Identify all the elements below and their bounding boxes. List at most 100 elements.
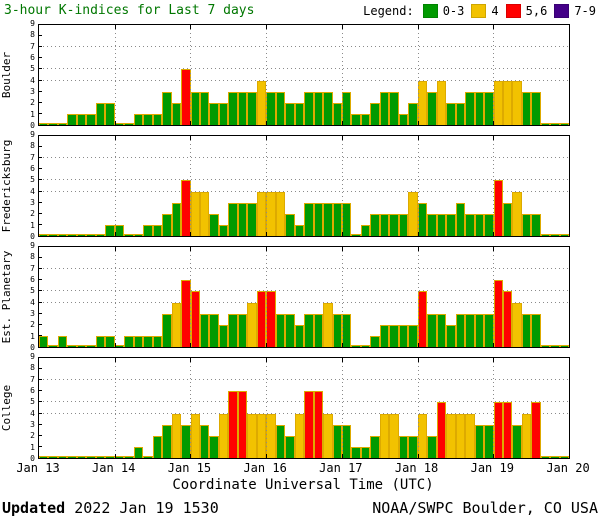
y-tick-mark	[39, 423, 42, 425]
y-tick-mark	[39, 79, 42, 81]
kindex-bar	[57, 123, 68, 125]
kindex-bar	[436, 402, 447, 458]
y-tick-label: 4	[30, 75, 35, 85]
day-tick	[341, 358, 343, 362]
kindex-bar	[484, 313, 494, 347]
v-gridline	[190, 25, 192, 125]
y-tick-label: 6	[30, 53, 35, 63]
chart-footer: Updated 2022 Jan 19 1530 NOAA/SWPC Bould…	[0, 493, 600, 517]
kindex-bar	[323, 91, 333, 125]
v-gridline	[417, 25, 419, 125]
bars-Est. Planetary	[39, 247, 570, 347]
kindex-bar	[313, 313, 324, 347]
kindex-bar	[95, 102, 106, 125]
kindex-bar	[502, 80, 513, 125]
kindex-bar	[199, 91, 210, 125]
kindex-bar	[86, 345, 96, 347]
day-tick	[417, 343, 419, 347]
v-gridline	[341, 247, 343, 347]
kindex-bar	[427, 313, 437, 347]
kindex-bar	[474, 91, 485, 125]
kindex-bar	[389, 324, 399, 347]
day-tick	[493, 454, 495, 458]
kindex-bar	[521, 413, 532, 458]
day-tick	[493, 358, 495, 362]
y-tick-label: 8	[30, 141, 35, 151]
y-tick-mark	[39, 46, 42, 48]
kindex-bar	[465, 313, 475, 347]
legend-item-7-9: 7-9	[554, 4, 596, 18]
v-gridline	[493, 136, 495, 236]
kindex-bar	[162, 424, 172, 458]
v-gridline	[114, 358, 116, 458]
kindex-bar	[323, 413, 333, 458]
h-gridline	[39, 412, 569, 414]
kindex-bar	[95, 335, 106, 347]
v-gridline	[190, 247, 192, 347]
y-axis-Est. Planetary: Est. Planetary 0 1 2 3 4 5 6 7 8 9	[0, 242, 38, 352]
kindex-bar	[86, 113, 96, 125]
day-tick	[114, 343, 116, 347]
kindex-bar	[427, 213, 437, 236]
v-gridline	[341, 358, 343, 458]
kindex-bar	[275, 424, 286, 458]
day-tick	[114, 121, 116, 125]
kindex-bar	[190, 291, 200, 347]
y-tick-label: 8	[30, 30, 35, 40]
kindex-bar	[446, 413, 456, 458]
kindex-bar	[389, 213, 399, 236]
kindex-bar	[313, 202, 324, 236]
day-tick	[341, 25, 343, 29]
y-tick-mark	[39, 68, 42, 70]
y-tick-mark	[39, 146, 42, 148]
kindex-bar	[502, 202, 513, 236]
y-tick-mark	[39, 257, 42, 259]
y-tick-label: 1	[30, 220, 35, 230]
day-tick	[114, 247, 116, 251]
day-tick	[417, 232, 419, 236]
kindex-bar	[550, 345, 560, 347]
station-label: College	[0, 384, 13, 432]
kindex-bar	[143, 335, 153, 347]
y-tick-label: 3	[30, 420, 35, 430]
day-tick	[266, 454, 268, 458]
y-tick-label: 1	[30, 331, 35, 341]
kindex-bar	[39, 123, 49, 125]
kindex-bar	[408, 102, 418, 125]
kindex-bar	[294, 102, 305, 125]
y-tick-label: 2	[30, 98, 35, 108]
y-tick-mark	[39, 157, 42, 159]
kindex-bar	[304, 202, 314, 236]
kindex-bar	[379, 324, 390, 347]
h-gridline	[39, 157, 569, 159]
v-gridline	[341, 136, 343, 236]
y-tick-label: 4	[30, 297, 35, 307]
kindex-bar	[323, 202, 333, 236]
legend-item-label: 5,6	[525, 4, 548, 18]
kindex-bar	[427, 435, 437, 458]
panel-Boulder	[38, 24, 570, 126]
kindex-bar	[304, 313, 314, 347]
kindex-bar	[474, 313, 485, 347]
kindex-bar	[379, 91, 390, 125]
day-tick	[114, 358, 116, 362]
kindex-bar	[181, 280, 191, 347]
kindex-bar	[389, 91, 399, 125]
kindex-bar	[266, 291, 276, 347]
day-tick	[266, 247, 268, 251]
kindex-bar	[360, 224, 371, 236]
kindex-bar	[446, 213, 456, 236]
kindex-bar	[162, 313, 172, 347]
kindex-bar	[228, 313, 238, 347]
kindex-bar	[218, 324, 229, 347]
kindex-bar	[152, 113, 163, 125]
h-gridline	[39, 68, 569, 70]
kindex-bar	[370, 335, 380, 347]
kindex-bar	[143, 113, 153, 125]
y-tick-label: 8	[30, 363, 35, 373]
kindex-bar	[540, 456, 551, 458]
updated-label: Updated	[2, 499, 66, 517]
kindex-bar	[190, 191, 200, 236]
y-tick-mark	[39, 279, 42, 281]
